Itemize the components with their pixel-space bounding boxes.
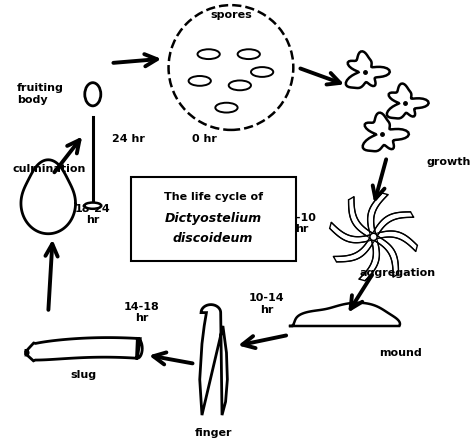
Text: fruiting
body: fruiting body	[17, 84, 64, 105]
Polygon shape	[368, 193, 388, 238]
Text: slug: slug	[71, 370, 97, 380]
Text: culmination: culmination	[13, 164, 86, 174]
Ellipse shape	[84, 202, 101, 209]
Polygon shape	[387, 84, 428, 118]
Polygon shape	[330, 222, 374, 243]
Text: aggregation: aggregation	[360, 268, 436, 278]
Text: 14-18
hr: 14-18 hr	[124, 302, 160, 324]
Text: 10-14
hr: 10-14 hr	[249, 293, 284, 315]
Polygon shape	[372, 212, 414, 240]
Text: 18-24
hr: 18-24 hr	[75, 204, 110, 225]
Text: mound: mound	[379, 348, 422, 358]
Polygon shape	[371, 235, 399, 277]
Polygon shape	[333, 234, 375, 262]
Polygon shape	[26, 337, 142, 361]
Text: growth: growth	[427, 156, 471, 167]
Polygon shape	[346, 51, 390, 88]
Text: 24 hr: 24 hr	[112, 135, 145, 144]
Text: discoideum: discoideum	[173, 232, 253, 245]
Polygon shape	[348, 197, 376, 238]
Text: The life cycle of: The life cycle of	[164, 192, 263, 202]
Polygon shape	[373, 231, 418, 251]
Text: Dictyostelium: Dictyostelium	[164, 212, 262, 225]
Polygon shape	[200, 304, 228, 415]
Ellipse shape	[85, 83, 101, 106]
Polygon shape	[289, 303, 400, 326]
Text: 0 hr: 0 hr	[192, 135, 217, 144]
Text: finger: finger	[194, 429, 232, 439]
FancyBboxPatch shape	[131, 177, 296, 261]
Circle shape	[370, 233, 377, 240]
Polygon shape	[363, 113, 409, 151]
Text: spores: spores	[210, 9, 252, 20]
Polygon shape	[359, 236, 379, 281]
Polygon shape	[21, 160, 75, 234]
Text: 6-10
hr: 6-10 hr	[288, 213, 316, 234]
